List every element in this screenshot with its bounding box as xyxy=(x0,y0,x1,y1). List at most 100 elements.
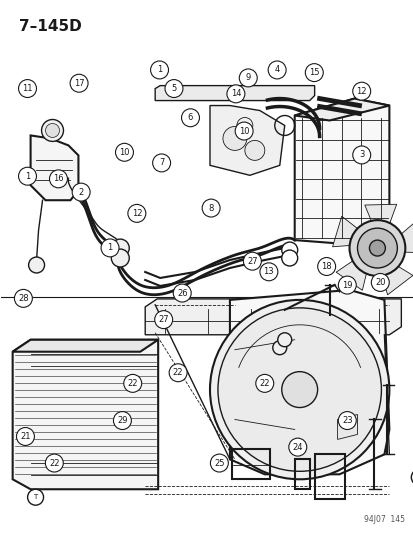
Circle shape xyxy=(165,79,183,98)
Polygon shape xyxy=(229,290,389,474)
Circle shape xyxy=(17,427,34,446)
Text: 28: 28 xyxy=(18,294,28,303)
Circle shape xyxy=(45,454,63,472)
Text: 20: 20 xyxy=(374,278,385,287)
Text: 4: 4 xyxy=(274,66,279,75)
Text: 2: 2 xyxy=(78,188,83,197)
Circle shape xyxy=(101,239,119,257)
Polygon shape xyxy=(209,106,284,175)
Text: 1: 1 xyxy=(157,66,162,75)
Circle shape xyxy=(226,85,244,103)
Text: 14: 14 xyxy=(230,90,240,99)
Circle shape xyxy=(317,257,335,276)
Polygon shape xyxy=(388,223,413,253)
Text: 8: 8 xyxy=(208,204,213,213)
Circle shape xyxy=(113,411,131,430)
Polygon shape xyxy=(145,299,400,335)
Circle shape xyxy=(115,143,133,161)
Circle shape xyxy=(28,489,43,505)
Text: 7–145D: 7–145D xyxy=(19,19,81,34)
Circle shape xyxy=(357,228,396,268)
Circle shape xyxy=(255,374,273,392)
Circle shape xyxy=(337,411,356,430)
Text: 27: 27 xyxy=(158,315,169,324)
Circle shape xyxy=(181,109,199,127)
Circle shape xyxy=(72,183,90,201)
Circle shape xyxy=(352,146,370,164)
Text: 9: 9 xyxy=(245,74,250,83)
Polygon shape xyxy=(155,86,314,101)
Circle shape xyxy=(154,311,172,328)
Circle shape xyxy=(123,374,141,392)
Polygon shape xyxy=(332,216,369,247)
Circle shape xyxy=(28,257,45,273)
Polygon shape xyxy=(294,99,389,245)
Text: 17: 17 xyxy=(74,79,84,88)
Text: 1: 1 xyxy=(107,244,112,253)
Circle shape xyxy=(368,240,385,256)
Polygon shape xyxy=(13,340,158,489)
Circle shape xyxy=(41,119,63,141)
Circle shape xyxy=(277,333,291,347)
Text: 16: 16 xyxy=(53,174,64,183)
Polygon shape xyxy=(294,99,389,120)
Text: 6: 6 xyxy=(188,113,193,122)
Text: 23: 23 xyxy=(341,416,352,425)
Circle shape xyxy=(111,249,129,267)
Text: 22: 22 xyxy=(127,379,138,388)
Circle shape xyxy=(173,284,191,302)
Text: 7: 7 xyxy=(159,158,164,167)
Text: 26: 26 xyxy=(176,288,187,297)
Circle shape xyxy=(281,242,297,258)
Circle shape xyxy=(223,126,246,150)
Text: 22: 22 xyxy=(259,379,269,388)
Text: 27: 27 xyxy=(247,257,257,265)
Circle shape xyxy=(239,69,256,87)
Polygon shape xyxy=(31,135,78,200)
Text: 12: 12 xyxy=(131,209,142,218)
Circle shape xyxy=(19,79,36,98)
Text: 22: 22 xyxy=(49,458,59,467)
Text: 3: 3 xyxy=(358,150,363,159)
Circle shape xyxy=(243,252,261,270)
Text: 25: 25 xyxy=(214,458,224,467)
Text: 15: 15 xyxy=(308,68,319,77)
Circle shape xyxy=(217,308,380,471)
Circle shape xyxy=(259,263,277,281)
Text: 1: 1 xyxy=(25,172,30,181)
Polygon shape xyxy=(377,258,412,295)
Circle shape xyxy=(337,276,356,294)
Text: 29: 29 xyxy=(117,416,127,425)
Circle shape xyxy=(281,372,317,408)
Circle shape xyxy=(210,454,228,472)
Text: 5: 5 xyxy=(171,84,176,93)
Polygon shape xyxy=(13,340,158,352)
Circle shape xyxy=(244,140,264,160)
Text: 19: 19 xyxy=(341,280,352,289)
Text: 10: 10 xyxy=(238,126,249,135)
Text: 10: 10 xyxy=(119,148,129,157)
Circle shape xyxy=(111,239,129,257)
Text: 22: 22 xyxy=(173,368,183,377)
Circle shape xyxy=(281,250,297,266)
Text: 18: 18 xyxy=(320,262,331,271)
Polygon shape xyxy=(337,415,357,439)
Circle shape xyxy=(411,470,413,485)
Circle shape xyxy=(370,273,388,292)
Text: 12: 12 xyxy=(356,87,366,96)
Circle shape xyxy=(202,199,220,217)
Circle shape xyxy=(268,61,285,79)
Circle shape xyxy=(304,63,323,82)
Circle shape xyxy=(50,170,67,188)
Circle shape xyxy=(70,74,88,92)
Polygon shape xyxy=(335,252,369,290)
Circle shape xyxy=(272,341,286,354)
Circle shape xyxy=(152,154,170,172)
Text: T: T xyxy=(33,494,38,500)
Circle shape xyxy=(45,124,59,138)
Text: 24: 24 xyxy=(292,442,302,451)
Circle shape xyxy=(288,438,306,456)
Text: 13: 13 xyxy=(263,268,273,276)
Text: 21: 21 xyxy=(20,432,31,441)
Circle shape xyxy=(352,82,370,100)
